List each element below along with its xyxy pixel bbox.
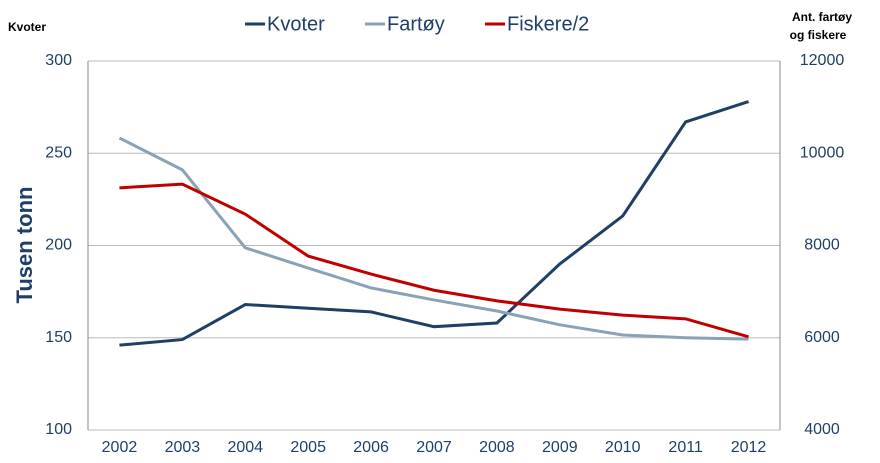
y-axis-label: Tusen tonn	[12, 187, 37, 304]
y-unit-label: Kvoter	[8, 20, 46, 34]
x-tick-label: 2010	[605, 439, 641, 456]
x-tick-label: 2004	[227, 439, 263, 456]
x-tick-label: 2005	[290, 439, 326, 456]
y-tick-label: 200	[45, 237, 72, 254]
y2-tick-label: 4000	[804, 421, 840, 438]
x-tick-label: 2012	[731, 439, 767, 456]
x-tick-label: 2006	[353, 439, 389, 456]
x-tick-label: 2002	[102, 439, 138, 456]
y2-tick-label: 12000	[800, 52, 845, 69]
y-tick-label: 250	[45, 144, 72, 161]
y-tick-label: 100	[45, 421, 72, 438]
x-tick-label: 2003	[165, 439, 201, 456]
legend-label: Fartøy	[387, 13, 445, 35]
x-tick-label: 2009	[542, 439, 578, 456]
y2-tick-label: 8000	[804, 237, 840, 254]
y2-axis-label: Ant. fartøy	[792, 10, 852, 24]
y-tick-label: 300	[45, 52, 72, 69]
y2-axis-label: og fiskere	[790, 28, 847, 42]
x-tick-label: 2011	[668, 439, 703, 456]
chart: Kvoter Tusen tonn Ant. fartøy og fiskere…	[0, 0, 880, 463]
legend-label: Kvoter	[267, 13, 325, 35]
y-tick-label: 150	[45, 329, 72, 346]
legend-label: Fiskere/2	[507, 13, 589, 35]
y2-tick-label: 6000	[804, 329, 840, 346]
x-tick-label: 2007	[416, 439, 452, 456]
y2-tick-label: 10000	[800, 144, 845, 161]
x-tick-label: 2008	[479, 439, 515, 456]
series-line	[119, 102, 748, 346]
